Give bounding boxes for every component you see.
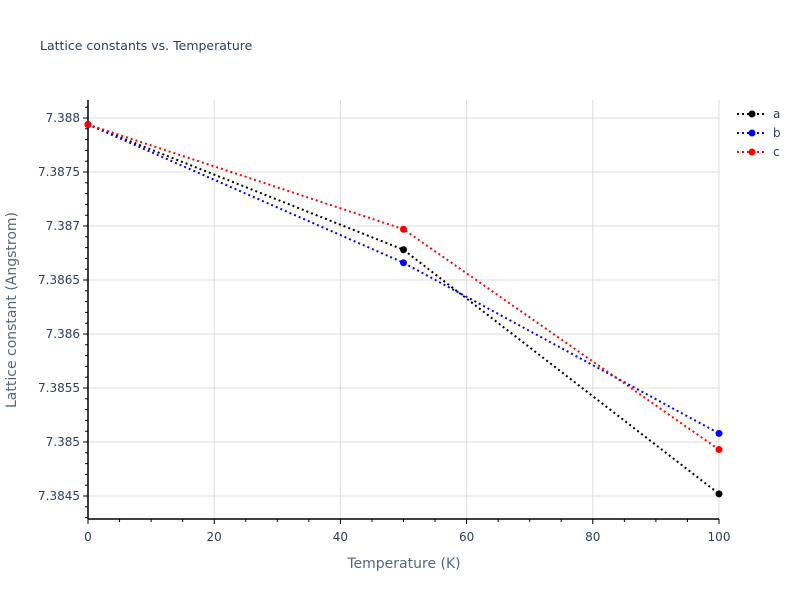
- y-tick-label: 7.3855: [38, 381, 80, 395]
- y-axis-title: Lattice constant (Angstrom): [4, 212, 20, 408]
- y-tick-label: 7.386: [46, 327, 80, 341]
- x-axis-title: Temperature (K): [346, 556, 460, 572]
- x-tick-label: 60: [459, 530, 474, 544]
- x-tick-label: 0: [84, 530, 92, 544]
- legend-label: c: [773, 145, 780, 159]
- series-line: [87, 123, 720, 495]
- legend-label: a: [773, 107, 780, 121]
- chart-title: Lattice constants vs. Temperature: [40, 38, 253, 53]
- series-c[interactable]: [84, 120, 723, 454]
- legend-item-a[interactable]: a: [737, 107, 780, 121]
- y-tick-label: 7.3875: [38, 165, 80, 179]
- series-a[interactable]: [84, 120, 723, 498]
- data-point-marker[interactable]: [400, 246, 407, 254]
- y-tick-label: 7.387: [46, 219, 80, 233]
- axes: [87, 100, 719, 520]
- x-tick-label: 40: [333, 530, 348, 544]
- x-tick-label: 20: [207, 530, 222, 544]
- data-point-marker[interactable]: [400, 225, 407, 233]
- y-axis-ticks: 7.3845 7.385 7.3855 7.386 7.3865 7.387 7.3875 7…: [38, 106, 88, 519]
- series-line: [87, 123, 720, 451]
- legend-marker-icon: [748, 129, 756, 137]
- gridlines: [88, 100, 720, 519]
- data-point-marker[interactable]: [715, 429, 723, 437]
- y-tick-label: 7.388: [46, 111, 80, 125]
- legend-marker-icon: [748, 148, 756, 156]
- plot-series: [84, 120, 723, 498]
- y-tick-label: 7.3865: [38, 273, 80, 287]
- legend-item-c[interactable]: c: [737, 145, 780, 159]
- x-axis-ticks: 0 20 40 60 80 100: [84, 519, 730, 544]
- legend-item-b[interactable]: b: [737, 126, 781, 140]
- data-point-marker[interactable]: [715, 446, 723, 454]
- y-tick-label: 7.3845: [38, 489, 80, 503]
- y-tick-label: 7.385: [46, 435, 80, 449]
- legend-marker-icon: [748, 110, 756, 118]
- data-point-marker[interactable]: [400, 259, 407, 267]
- data-point-marker[interactable]: [84, 120, 92, 128]
- legend-label: b: [773, 126, 781, 140]
- series-line: [87, 123, 720, 435]
- x-tick-label: 80: [585, 530, 600, 544]
- data-point-marker[interactable]: [715, 490, 723, 498]
- legend[interactable]: abc: [737, 107, 781, 159]
- x-tick-label: 100: [708, 530, 731, 544]
- series-b[interactable]: [84, 120, 723, 437]
